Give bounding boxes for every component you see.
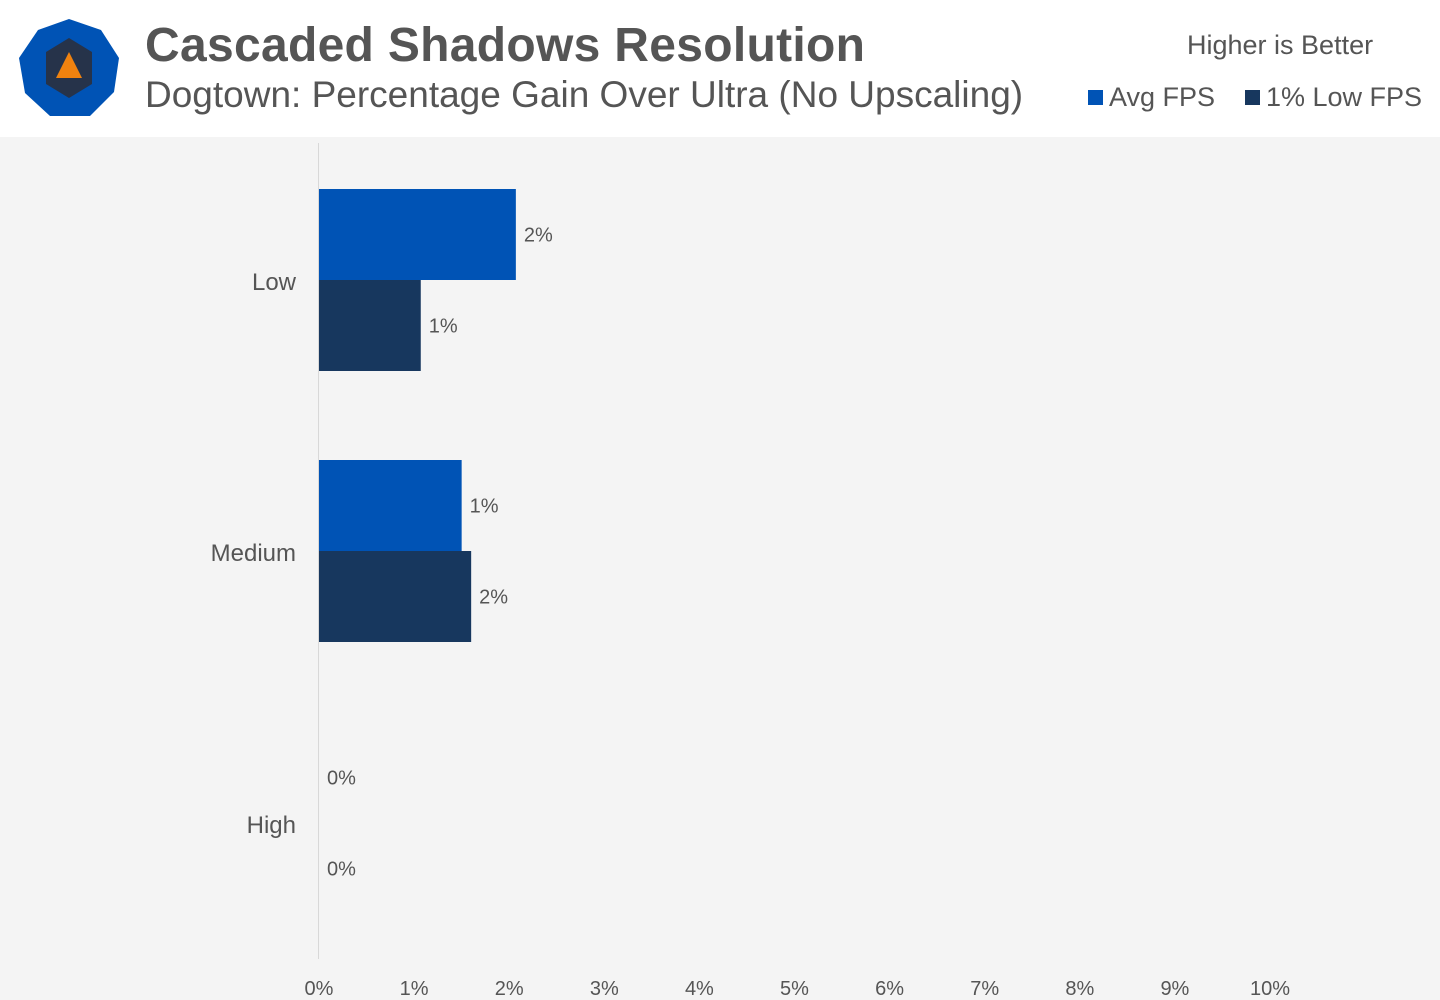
x-tick-label: 1% bbox=[400, 978, 429, 1000]
category-label-low: Low bbox=[252, 269, 297, 296]
data-label-1pct-low-fps-high: 0% bbox=[327, 859, 356, 881]
data-label-avg-fps-medium: 1% bbox=[470, 496, 499, 518]
bar-1pct-low-fps-low bbox=[319, 280, 421, 371]
legend-swatch-1pct-low-fps bbox=[1245, 89, 1260, 105]
bar-avg-fps-low bbox=[319, 189, 516, 280]
x-tick-label: 4% bbox=[685, 978, 714, 1000]
chart-subtitle: Dogtown: Percentage Gain Over Ultra (No … bbox=[145, 74, 1024, 115]
bar-1pct-low-fps-medium bbox=[319, 551, 472, 642]
data-label-avg-fps-low: 2% bbox=[524, 225, 553, 247]
x-tick-label: 9% bbox=[1160, 978, 1189, 1000]
chart-header: Cascaded Shadows Resolution Dogtown: Per… bbox=[0, 0, 1440, 137]
bar-chart: Low 2% 1% Medium 1% 2% High 0% 0% 0% 1% 2% 3% 4% 5% 6% 7… bbox=[211, 143, 1290, 1000]
x-tick-label: 2% bbox=[495, 978, 524, 1000]
x-tick-label: 0% bbox=[305, 978, 334, 1000]
legend-label-1pct-low-fps: 1% Low FPS bbox=[1266, 81, 1423, 112]
x-tick-label: 10% bbox=[1250, 978, 1290, 1000]
legend-swatch-avg-fps bbox=[1088, 89, 1103, 105]
category-label-high: High bbox=[247, 812, 296, 839]
data-label-avg-fps-high: 0% bbox=[327, 768, 356, 790]
x-tick-label: 8% bbox=[1065, 978, 1094, 1000]
data-label-1pct-low-fps-low: 1% bbox=[429, 316, 458, 338]
category-label-medium: Medium bbox=[211, 540, 296, 567]
legend-item-1pct-low-fps: 1% Low FPS bbox=[1245, 82, 1422, 112]
bar-avg-fps-medium bbox=[319, 460, 462, 551]
x-tick-label: 5% bbox=[780, 978, 809, 1000]
data-label-1pct-low-fps-medium: 2% bbox=[479, 587, 508, 609]
logo-icon bbox=[19, 19, 119, 116]
higher-is-better-note: Higher is Better bbox=[1187, 30, 1374, 60]
legend-label-avg-fps: Avg FPS bbox=[1109, 81, 1216, 112]
x-tick-label: 7% bbox=[970, 978, 999, 1000]
chart-title: Cascaded Shadows Resolution bbox=[145, 19, 866, 72]
x-tick-label: 6% bbox=[875, 978, 904, 1000]
x-tick-label: 3% bbox=[590, 978, 619, 1000]
legend-item-avg-fps: Avg FPS bbox=[1088, 82, 1215, 112]
